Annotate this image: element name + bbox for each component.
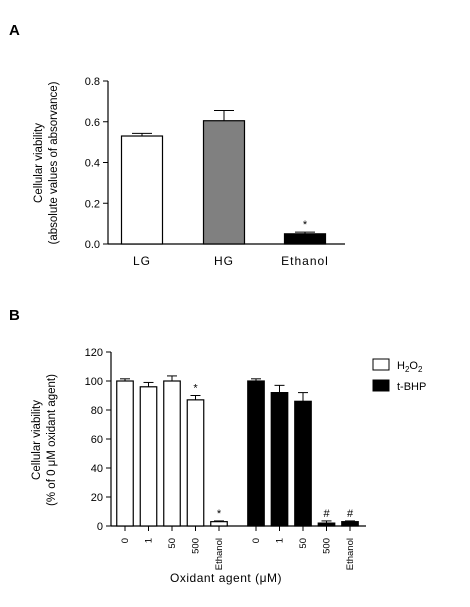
panel-a-letter: A: [9, 22, 20, 39]
panel-b-bar: [186, 399, 205, 527]
panel-b-significance-mark: #: [323, 508, 330, 520]
panel-a-x-label: LG: [133, 254, 151, 268]
panel-b-bar: [294, 400, 312, 527]
panel-a-ylabel: Cellular viability (absolute values of a…: [33, 81, 60, 244]
panel-b-bar: [116, 380, 134, 527]
panel-b-x-tick-label: 0: [120, 538, 131, 543]
panel-a-significance-mark: *: [303, 219, 308, 231]
panel-b-y-tick-label: 20: [91, 492, 103, 504]
panel-a-y-tick-label: 0.0: [85, 239, 100, 251]
panel-b-x-tick-label: 500: [191, 538, 202, 554]
legend: H2O2 t-BHP: [372, 358, 426, 393]
panel-b-y-tick-label: 40: [91, 463, 103, 475]
panel-a-ylabel-line1: Cellular viability: [33, 123, 45, 203]
panel-b-y-tick-label: 100: [85, 376, 103, 388]
panel-b: B Cellular viability (% of 0 μM oxidant …: [9, 307, 426, 585]
panel-b-x-tick-label: 0: [251, 538, 262, 543]
panel-b-x-tick-label: Ethanol: [214, 538, 225, 570]
panel-b-y-tick-label: 60: [91, 434, 103, 446]
panel-a-bar: [120, 135, 164, 245]
panel-b-bar: [163, 380, 181, 527]
panel-b-x-tick-label: 1: [144, 538, 155, 543]
panel-a-y-tick-label: 0.4: [85, 158, 100, 170]
panel-a: A Cellular viability (absolute values of…: [9, 22, 345, 268]
panel-a-x-label: Ethanol: [281, 254, 329, 268]
panel-b-bar: [270, 392, 289, 527]
panel-a-x-label: HG: [214, 254, 234, 268]
panel-b-x-tick-label: 50: [167, 538, 178, 549]
panel-a-y-tick-label: 0.2: [85, 198, 100, 210]
panel-b-y-tick-label: 120: [85, 347, 103, 359]
legend-label-tbhp: t-BHP: [397, 381, 426, 393]
panel-b-bar: [139, 386, 158, 527]
panel-a-y-tick-label: 0.6: [85, 117, 100, 129]
panel-a-y-tick-label: 0.8: [85, 76, 100, 88]
panel-b-significance-mark: *: [217, 508, 222, 520]
panel-b-significance-mark: *: [193, 383, 198, 395]
panel-b-bar: [341, 521, 359, 527]
panel-a-plot: 0.0 0.2 0.4 0.6 0.8 LG HG Ethanol *: [85, 76, 345, 268]
panel-b-x-tick-label: Ethanol: [345, 538, 356, 570]
panel-b-ylabel-line2: (% of 0 μM oxidant agent): [46, 374, 58, 506]
panel-b-bar: [317, 522, 336, 527]
panel-b-plot: 0 20 40 60 80 100 120 0 1 50 500 * Ethanol * 0 1 50 500 # E…: [85, 347, 366, 570]
legend-swatch-tbhp: [372, 379, 390, 392]
panel-b-x-tick-label: 50: [298, 538, 309, 549]
panel-a-ylabel-line2: (absolute values of absorvance): [48, 81, 60, 244]
legend-swatch-h2o2: [372, 358, 390, 371]
panel-b-x-tick-label: 1: [275, 538, 286, 543]
panel-b-y-tick-label: 0: [97, 521, 103, 533]
panel-b-ylabel-line1: Cellular viability: [31, 400, 43, 480]
panel-b-bar: [247, 380, 265, 527]
panel-b-xlabel: Oxidant agent (μM): [170, 571, 282, 585]
panel-b-y-tick-label: 80: [91, 405, 103, 417]
legend-label-h2o2: H2O2: [397, 360, 423, 374]
panel-b-letter: B: [9, 307, 20, 324]
panel-a-bar: [283, 233, 327, 245]
panel-b-significance-mark: #: [347, 508, 354, 520]
panel-b-ylabel: Cellular viability (% of 0 μM oxidant ag…: [31, 374, 58, 506]
panel-b-bar: [210, 521, 228, 527]
panel-b-x-tick-label: 500: [322, 538, 333, 554]
panel-a-bar: [202, 120, 246, 245]
